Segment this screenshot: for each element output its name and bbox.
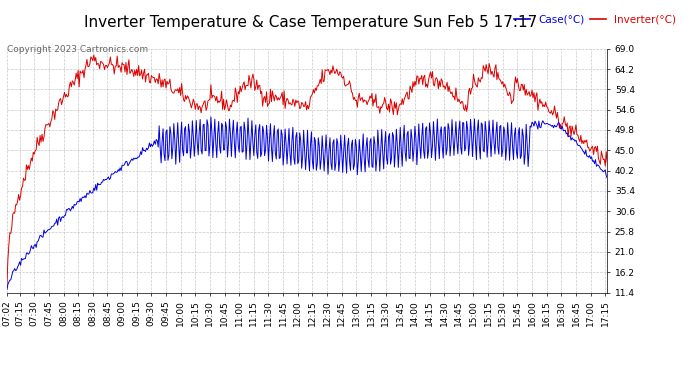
Text: Copyright 2023 Cartronics.com: Copyright 2023 Cartronics.com [7,45,148,54]
Text: Inverter Temperature & Case Temperature Sun Feb 5 17:17: Inverter Temperature & Case Temperature … [84,15,537,30]
Legend: Case(°C), Inverter(°C): Case(°C), Inverter(°C) [511,10,680,28]
